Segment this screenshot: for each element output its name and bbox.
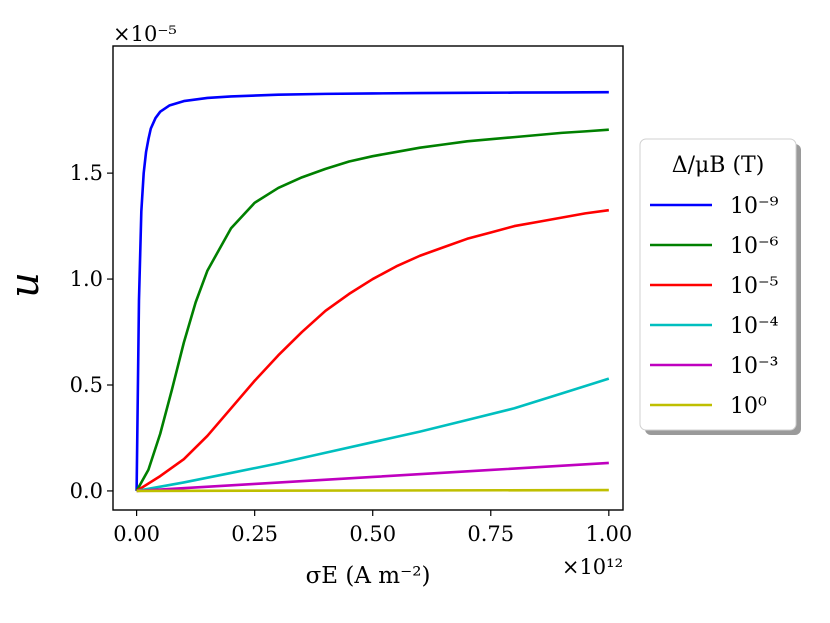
plot-frame [112, 45, 624, 511]
x-tick-label: 1.00 [585, 522, 632, 546]
legend-label-3: 10⁻⁴ [730, 314, 779, 339]
x-axis-ticks: 0.00 0.25 0.50 0.75 1.00 [113, 510, 632, 546]
series-layer [135, 90, 610, 493]
x-tick-label: 0.50 [349, 522, 396, 546]
series-line-5 [136, 488, 609, 493]
y-axis-multiplier: ×10⁻⁵ [113, 22, 177, 46]
legend-label-0: 10⁻⁹ [730, 194, 779, 219]
legend-title: Δ/μB (T) [672, 153, 765, 178]
legend-label-5: 10⁰ [730, 394, 767, 419]
series-line-4 [136, 461, 609, 493]
y-tick-label: 1.0 [70, 267, 103, 291]
legend: Δ/μB (T) 10⁻⁹ 10⁻⁶ 10⁻⁵ 10⁻⁴ 10⁻³ 10⁰ [639, 138, 801, 435]
x-axis-label: σE (A m⁻²) [306, 563, 431, 589]
y-axis-label: u [2, 272, 48, 298]
x-axis-multiplier: ×10¹² [562, 555, 623, 579]
x-tick-label: 0.00 [113, 522, 160, 546]
y-tick-label: 0.5 [70, 373, 103, 397]
legend-box [639, 138, 797, 431]
legend-label-2: 10⁻⁵ [730, 274, 778, 299]
x-tick-label: 0.75 [467, 522, 514, 546]
series-line-0 [135, 90, 609, 491]
series-line-3 [136, 377, 610, 493]
legend-label-1: 10⁻⁶ [730, 234, 779, 259]
series-line-1 [135, 128, 609, 492]
legend-label-4: 10⁻³ [730, 354, 778, 379]
x-tick-label: 0.25 [231, 522, 278, 546]
y-axis-ticks: 0.0 0.5 1.0 1.5 [70, 161, 113, 503]
y-tick-label: 0.0 [70, 479, 103, 503]
series-line-2 [135, 208, 610, 493]
legend-items: 10⁻⁹ 10⁻⁶ 10⁻⁵ 10⁻⁴ 10⁻³ 10⁰ [650, 194, 779, 419]
y-tick-label: 1.5 [70, 161, 103, 185]
